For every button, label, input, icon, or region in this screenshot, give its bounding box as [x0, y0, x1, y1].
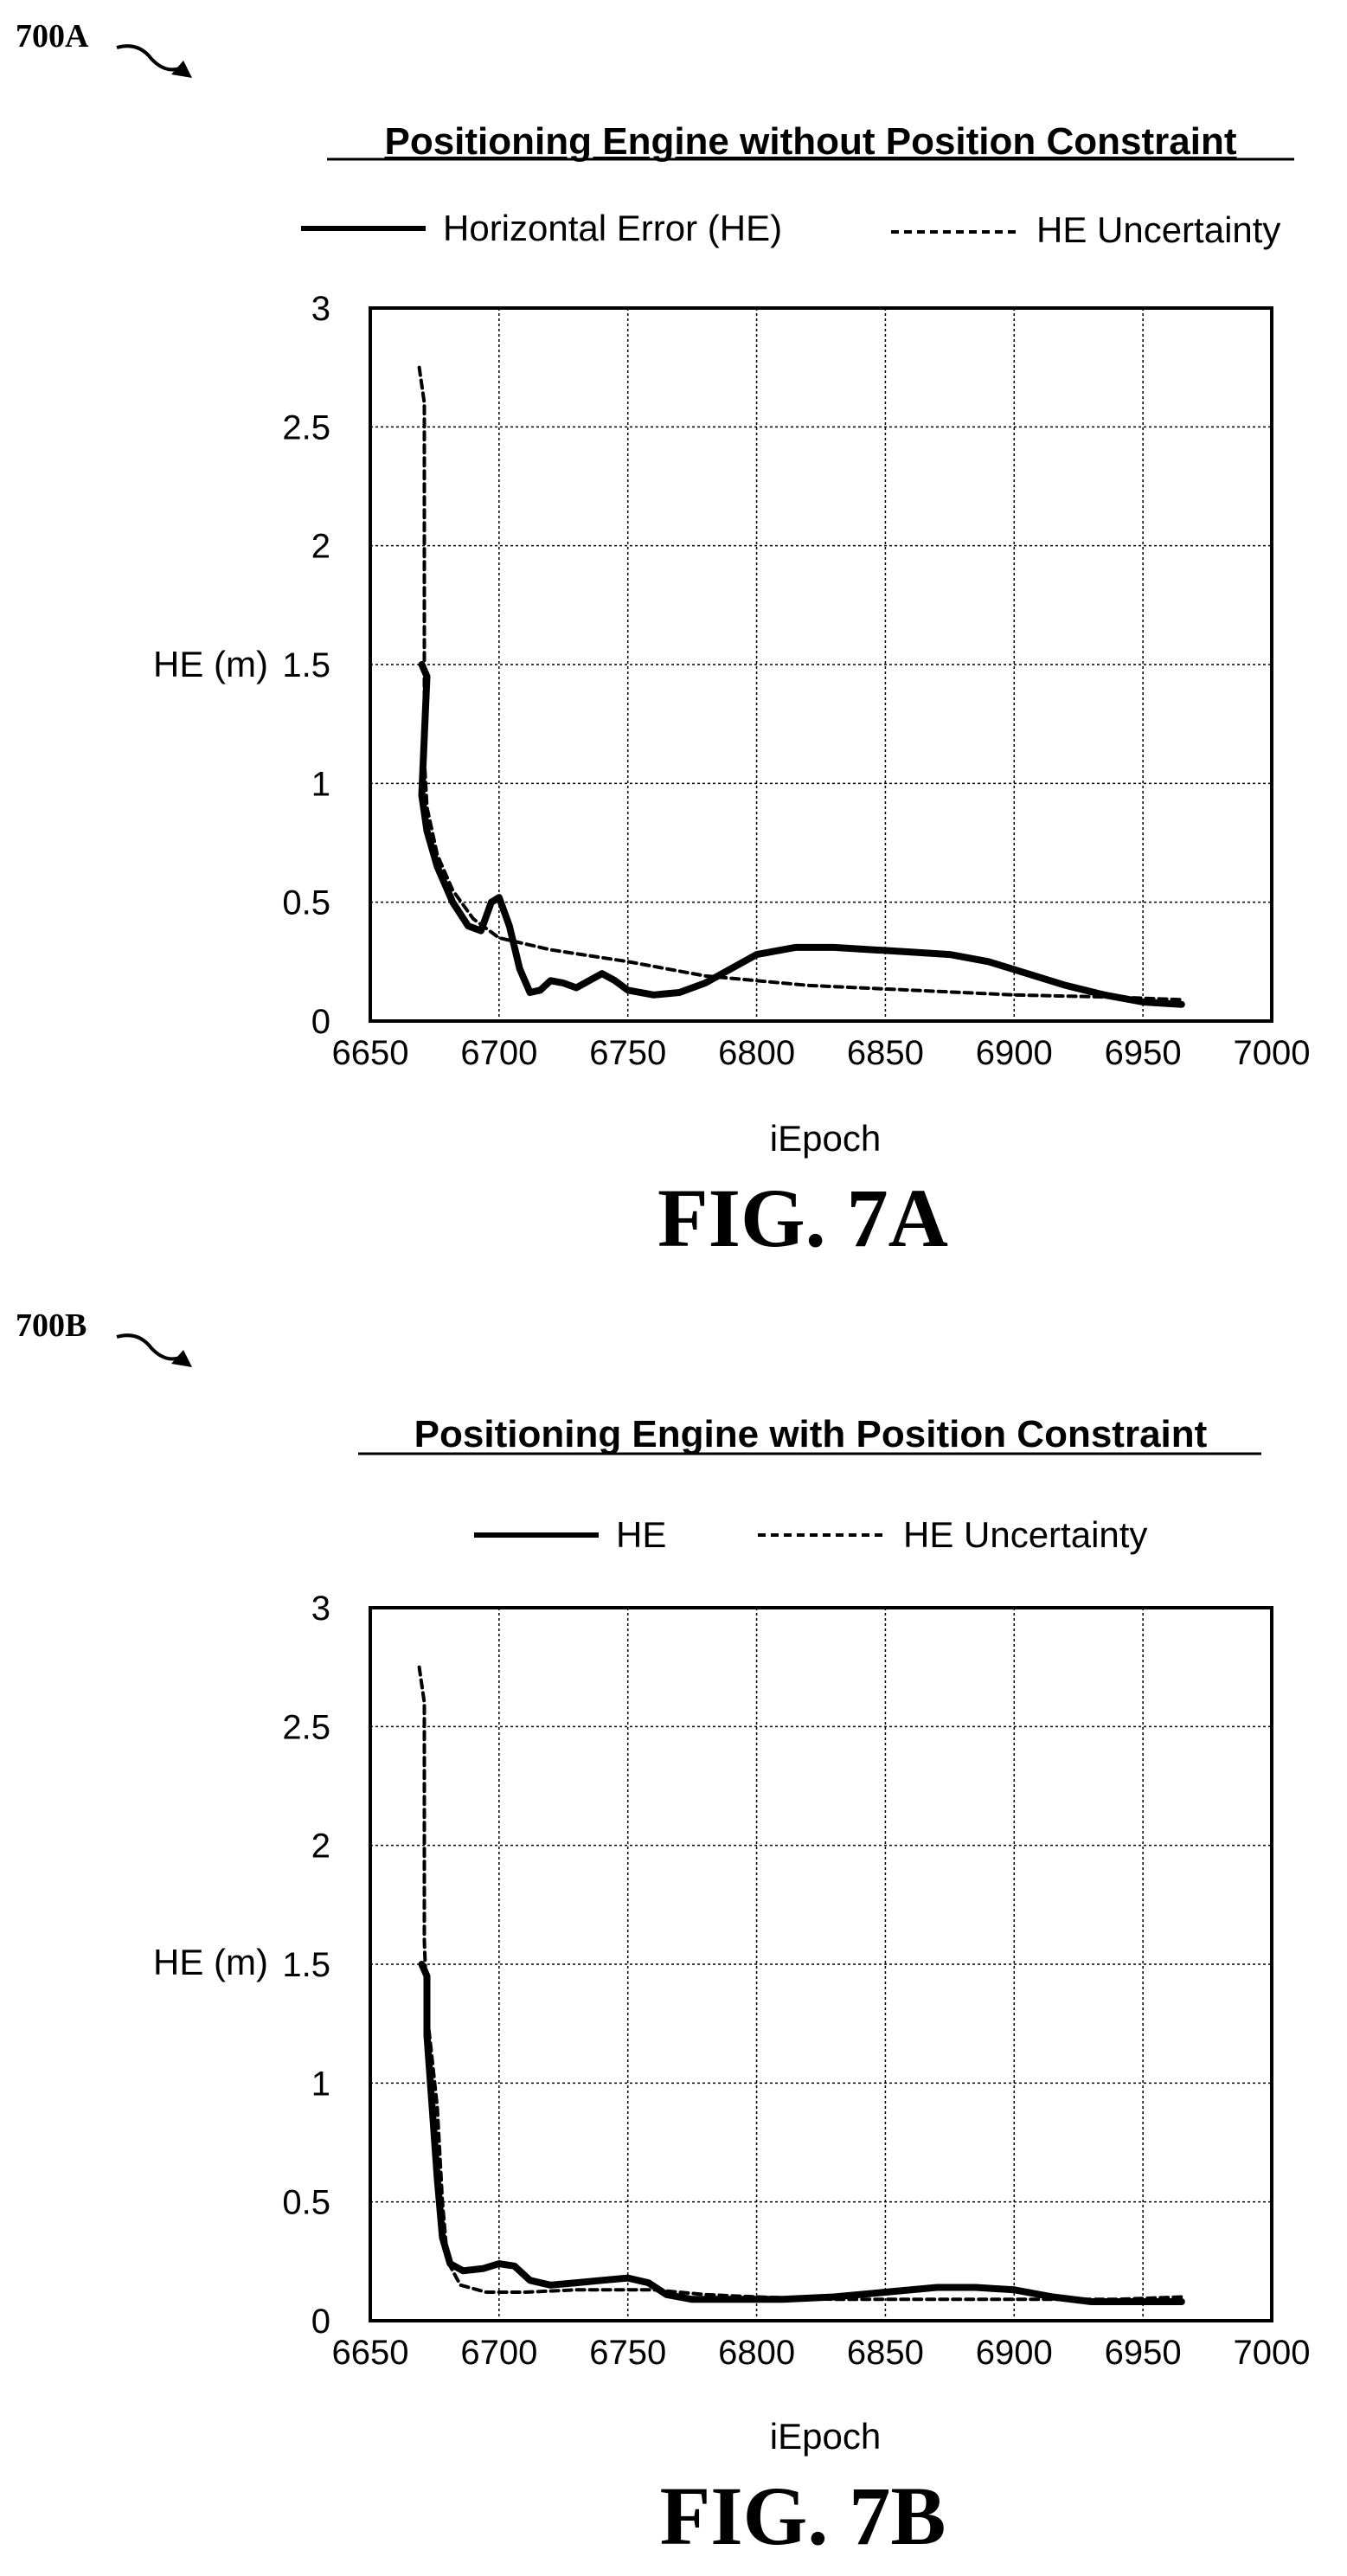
x-tick-label-b: 6700 — [460, 2334, 537, 2372]
x-tick-label-a: 6900 — [976, 1034, 1053, 1072]
x-tick-label-a: 6950 — [1105, 1034, 1182, 1072]
ref-arrowhead-700a — [171, 61, 192, 78]
x-tick-label-a: 6850 — [847, 1034, 924, 1072]
x-axis-label-b: iEpoch — [770, 2416, 881, 2457]
x-tick-label-b: 6650 — [332, 2334, 409, 2372]
x-tick-label-b: 6950 — [1105, 2334, 1182, 2372]
legend-b: HE HE Uncertainty — [474, 1514, 1147, 1555]
legend-a: Horizontal Error (HE) HE Uncertainty — [301, 208, 1280, 250]
series-line-he-uncertainty-b — [417, 1665, 1183, 2302]
x-tick-label-a: 6750 — [589, 1034, 666, 1072]
x-tick-label-a: 6650 — [332, 1034, 409, 1072]
x-tick-label-b: 6850 — [847, 2334, 924, 2372]
figure-caption-7b: FIG. 7B — [660, 2470, 946, 2562]
y-tick-label-a: 2 — [311, 528, 330, 566]
ref-arrow-700b — [116, 1333, 183, 1361]
y-tick-label-b: 1.5 — [282, 1946, 330, 1984]
x-tick-label-a: 6700 — [460, 1034, 537, 1072]
legend-label-he-a: Horizontal Error (HE) — [443, 208, 782, 248]
x-axis-label-a: iEpoch — [770, 1118, 881, 1159]
y-tick-label-a: 3 — [311, 290, 330, 328]
x-tick-label-a: 6800 — [718, 1034, 795, 1072]
x-tick-label-b: 6900 — [976, 2334, 1053, 2372]
y-tick-label-b: 0.5 — [282, 2184, 330, 2222]
series-line-he-b — [418, 1961, 1185, 2305]
figure-caption-7a: FIG. 7A — [657, 1172, 948, 1264]
y-tick-label-b: 3 — [311, 1590, 330, 1628]
ref-arrowhead-700b — [171, 1350, 192, 1367]
y-tick-label-b: 0 — [311, 2303, 330, 2341]
ref-label-700a: 700A — [16, 18, 89, 55]
y-tick-label-b: 2 — [311, 1828, 330, 1866]
y-tick-label-a: 1.5 — [282, 646, 330, 684]
ref-arrow-700a — [116, 44, 183, 72]
plot-area-a: 6650 6700 6750 6800 6850 6900 6950 7000 0 0.5 1 1.5… — [282, 290, 1310, 1072]
ref-label-700b: 700B — [16, 1307, 87, 1344]
plot-frame-a — [369, 306, 1273, 1023]
figure-7a: 700A Positioning Engine without Position… — [16, 18, 1310, 1264]
plot-frame-b — [369, 1606, 1273, 2322]
plot-area-b: 6650 6700 6750 6800 6850 6900 6950 7000 0 0.5 1 1.5… — [282, 1590, 1310, 2372]
y-tick-label-a: 0 — [311, 1003, 330, 1041]
legend-label-he-b: HE — [616, 1514, 666, 1555]
y-tick-label-b: 1 — [311, 2065, 330, 2103]
legend-label-unc-b: HE Uncertainty — [903, 1514, 1147, 1555]
legend-label-unc-a: HE Uncertainty — [1036, 209, 1280, 250]
chart-title-b: Positioning Engine with Position Constra… — [414, 1413, 1208, 1455]
y-tick-label-a: 2.5 — [282, 408, 330, 446]
y-axis-label-a: HE (m) — [153, 644, 268, 684]
series-line-he-uncertainty-a — [417, 365, 1183, 1002]
x-tick-label-b: 6750 — [589, 2334, 666, 2372]
y-tick-label-a: 1 — [311, 765, 330, 803]
figure-7b: 700B Positioning Engine with Position Co… — [16, 1307, 1310, 2562]
x-tick-label-b: 6800 — [718, 2334, 795, 2372]
y-tick-label-b: 2.5 — [282, 1708, 330, 1746]
chart-title-a: Positioning Engine without Position Cons… — [384, 120, 1236, 163]
series-line-he-a — [418, 661, 1185, 1008]
y-tick-label-a: 0.5 — [282, 884, 330, 922]
x-tick-label-b: 7000 — [1234, 2334, 1311, 2372]
y-axis-label-b: HE (m) — [153, 1942, 268, 1982]
x-tick-label-a: 7000 — [1234, 1034, 1311, 1072]
